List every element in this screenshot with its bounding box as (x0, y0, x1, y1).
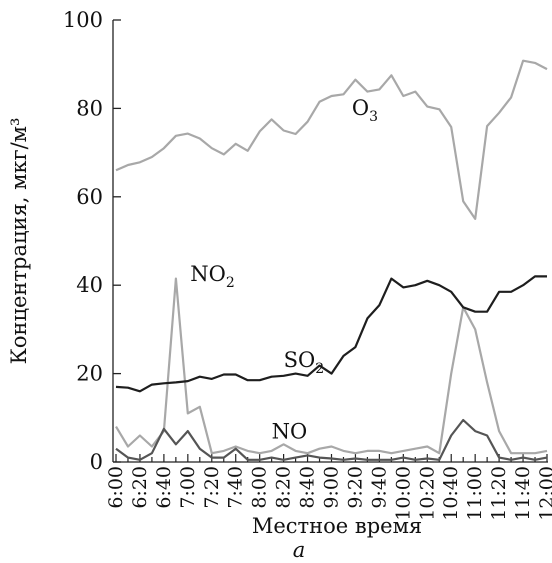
x-tick-label: 8:00 (249, 466, 271, 509)
series-label-o3: O3 (352, 96, 378, 125)
x-tick-label: 11:20 (488, 466, 510, 521)
x-ticks: 6:00 6:20 6:40 7:00 7:20 7:40 8:00 8:20 8:40 9:00… (105, 454, 552, 521)
x-axis-title: Местное время (252, 514, 422, 538)
x-tick-label: 9:20 (344, 466, 366, 509)
x-tick-label: 6:40 (153, 466, 175, 509)
x-tick-label: 7:20 (201, 466, 223, 509)
series-lines (115, 59, 548, 461)
y-axis-title: Концентрация, мкг/м³ (7, 118, 31, 365)
y-tick-label: 100 (63, 8, 103, 32)
y-tick-label: 40 (76, 273, 103, 297)
x-tick-label: 7:00 (177, 466, 199, 509)
y-ticks: 0 20 40 60 80 100 (63, 8, 121, 474)
x-tick-label: 8:40 (297, 466, 319, 509)
panel-label: а (293, 538, 306, 562)
series-labels: O3 NO2 SO2 NO (190, 96, 378, 444)
x-tick-label: 8:20 (273, 466, 295, 509)
series-label-so2: SO2 (284, 348, 325, 377)
x-tick-label: 10:20 (416, 466, 438, 521)
series-line-so2 (115, 275, 547, 393)
x-tick-label: 10:40 (440, 466, 462, 521)
series-label-no: NO (272, 420, 308, 444)
series-line-no (115, 418, 548, 461)
series-line-o3 (115, 59, 548, 220)
x-tick-label: 12:00 (536, 466, 552, 521)
x-tick-label: 9:00 (321, 466, 343, 509)
x-tick-label: 7:40 (225, 466, 247, 509)
y-tick-label: 20 (76, 362, 103, 386)
x-tick-label: 11:40 (512, 466, 534, 521)
y-tick-label: 60 (76, 185, 103, 209)
x-tick-label: 11:00 (464, 466, 486, 521)
x-tick-label: 6:00 (105, 466, 127, 509)
axes (112, 20, 548, 463)
x-tick-label: 10:00 (392, 466, 414, 521)
y-tick-label: 80 (76, 96, 103, 120)
x-tick-label: 9:40 (368, 466, 390, 509)
y-tick-label: 0 (90, 450, 103, 474)
series-label-no2: NO2 (190, 262, 235, 291)
series-line-no2 (115, 277, 548, 455)
x-tick-label: 6:20 (129, 466, 151, 509)
